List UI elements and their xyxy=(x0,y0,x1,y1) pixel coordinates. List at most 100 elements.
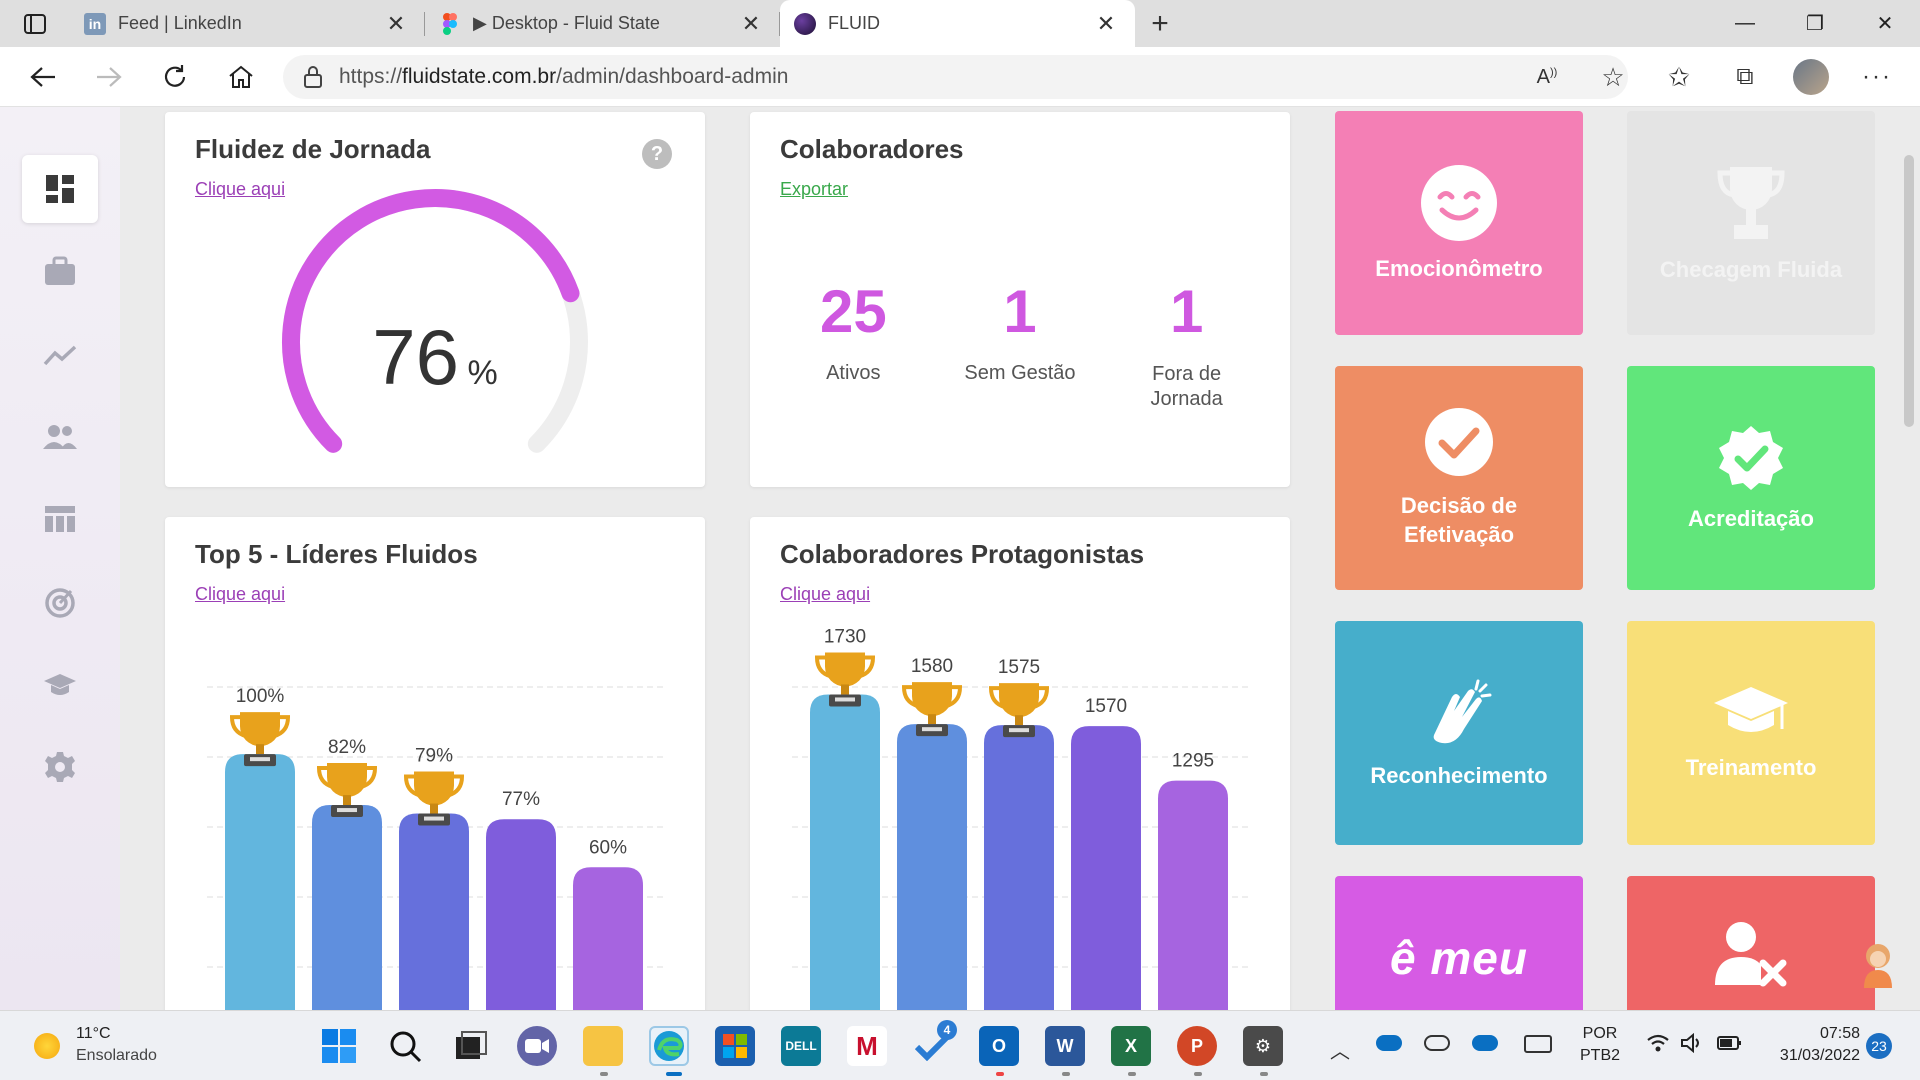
exportar-link[interactable]: Exportar xyxy=(780,179,849,199)
language-indicator[interactable]: POR PTB2 xyxy=(1580,1023,1620,1067)
todo-icon[interactable]: 4 xyxy=(913,1020,957,1066)
dashboard-icon xyxy=(46,175,74,203)
mcafee-icon[interactable]: M xyxy=(847,1026,887,1066)
task-view-button[interactable] xyxy=(451,1026,491,1066)
tile-checagem-fluida[interactable]: Checagem Fluida xyxy=(1627,111,1875,335)
chart-bar[interactable] xyxy=(984,725,1054,1010)
chart-bar[interactable] xyxy=(1071,726,1141,1010)
protagonistas-link[interactable]: Clique aqui xyxy=(780,584,871,604)
new-tab-button[interactable]: + xyxy=(1151,6,1169,40)
onedrive-icon[interactable] xyxy=(1376,1035,1402,1051)
edge-browser-icon[interactable] xyxy=(649,1026,689,1066)
page-scrollbar[interactable] xyxy=(1904,155,1914,427)
sidebar-item-target[interactable] xyxy=(22,569,98,637)
tile-e-meu[interactable]: ê meu xyxy=(1335,876,1583,1010)
collections-button[interactable]: ⧉ xyxy=(1712,47,1778,107)
card-title: Colaboradores Protagonistas xyxy=(780,539,1145,569)
sidebar-item-briefcase[interactable] xyxy=(22,237,98,305)
address-bar[interactable]: https://fluidstate.com.br/admin/dashboar… xyxy=(283,55,1628,99)
bar-value-label: 1575 xyxy=(998,657,1040,678)
running-indicator xyxy=(1062,1072,1070,1076)
tab-figma[interactable]: ▶ Desktop - Fluid State ✕ xyxy=(425,0,780,47)
chart-bar[interactable] xyxy=(399,813,469,1010)
sidebar-item-trend[interactable] xyxy=(22,321,98,389)
avatar xyxy=(1793,59,1829,95)
file-explorer-icon[interactable] xyxy=(583,1026,623,1066)
teams-chat-icon[interactable] xyxy=(517,1026,557,1066)
sidebar-item-dashboard[interactable] xyxy=(22,155,98,223)
clock[interactable]: 07:58 31/03/2022 xyxy=(1760,1023,1860,1067)
tile-emocionometro[interactable]: Emocionômetro xyxy=(1335,111,1583,335)
forward-button[interactable] xyxy=(76,47,142,107)
battery-icon[interactable] xyxy=(1716,1033,1742,1058)
add-favorite-button[interactable]: ☆ xyxy=(1580,47,1646,107)
reload-button[interactable] xyxy=(142,47,208,107)
tab-actions-button[interactable] xyxy=(0,0,70,47)
sidebar-item-settings[interactable] xyxy=(22,733,98,801)
tab-title: ▶ Desktop - Fluid State xyxy=(473,13,660,33)
excel-icon[interactable]: X xyxy=(1111,1026,1151,1066)
chart-bar[interactable] xyxy=(810,694,880,1010)
onedrive-personal-icon[interactable] xyxy=(1424,1035,1450,1051)
stats-row: 25 Ativos 1 Sem Gestão 1 Fora de Jornada xyxy=(750,277,1290,412)
notification-badge[interactable]: 23 xyxy=(1866,1033,1892,1059)
chart-bar[interactable] xyxy=(573,867,643,1010)
stat-ativos[interactable]: 25 Ativos xyxy=(778,277,928,412)
volume-icon[interactable] xyxy=(1680,1032,1704,1058)
check-circle-icon xyxy=(1425,408,1493,476)
dell-icon[interactable]: DELL xyxy=(781,1026,821,1066)
close-window-button[interactable]: ✕ xyxy=(1876,13,1894,35)
protagonistas-card: Colaboradores Protagonistas Clique aqui … xyxy=(750,517,1290,1010)
weather-widget[interactable]: 11°C Ensolarado xyxy=(76,1023,157,1067)
tab-linkedin[interactable]: in Feed | LinkedIn ✕ xyxy=(70,0,425,47)
store-icon[interactable] xyxy=(715,1026,755,1066)
close-tab-icon[interactable]: ✕ xyxy=(1096,10,1116,36)
sidebar-item-training[interactable] xyxy=(22,651,98,719)
outlook-icon[interactable]: O xyxy=(979,1026,1019,1066)
settings-menu-button[interactable]: ··· xyxy=(1844,47,1910,107)
tile-acreditacao[interactable]: Acreditação xyxy=(1627,366,1875,590)
search-button[interactable] xyxy=(385,1026,425,1066)
wifi-icon[interactable] xyxy=(1646,1033,1670,1059)
read-aloud-button[interactable]: A)) xyxy=(1514,47,1580,107)
minimize-button[interactable]: — xyxy=(1735,12,1755,34)
close-tab-icon[interactable]: ✕ xyxy=(386,10,406,36)
stat-label: Fora de Jornada xyxy=(1112,362,1262,412)
table-icon xyxy=(45,506,75,532)
word-icon[interactable]: W xyxy=(1045,1026,1085,1066)
fluidez-link[interactable]: Clique aqui xyxy=(195,179,286,199)
tile-decisao-efetivacao[interactable]: Decisão de Efetivação xyxy=(1335,366,1583,590)
back-button[interactable] xyxy=(10,47,76,107)
start-button[interactable] xyxy=(319,1026,359,1066)
favorites-button[interactable]: ✩ xyxy=(1646,47,1712,107)
restore-button[interactable]: ❐ xyxy=(1806,13,1824,35)
chart-bar[interactable] xyxy=(897,724,967,1010)
help-icon[interactable]: ? xyxy=(642,139,672,169)
tab-actions-icon xyxy=(24,13,46,34)
chart-bar[interactable] xyxy=(225,754,295,1010)
close-tab-icon[interactable]: ✕ xyxy=(741,10,761,36)
keyboard-icon[interactable] xyxy=(1524,1035,1552,1053)
stat-sem-gestao[interactable]: 1 Sem Gestão xyxy=(945,277,1095,412)
powerpoint-icon[interactable]: P xyxy=(1177,1026,1217,1066)
tile-reconhecimento[interactable]: Reconhecimento xyxy=(1335,621,1583,845)
top5-link[interactable]: Clique aqui xyxy=(195,584,286,604)
sidebar-item-users[interactable] xyxy=(22,403,98,471)
sidebar-item-table[interactable] xyxy=(22,485,98,553)
graduation-icon xyxy=(44,674,76,695)
chart-bar[interactable] xyxy=(1158,780,1228,1010)
tab-fluid[interactable]: FLUID ✕ xyxy=(780,0,1135,47)
onedrive-business-icon[interactable] xyxy=(1472,1035,1498,1051)
task-view-icon xyxy=(456,1031,487,1059)
assistant-avatar[interactable] xyxy=(1860,942,1896,988)
tile-treinamento[interactable]: Treinamento xyxy=(1627,621,1875,845)
chart-bar[interactable] xyxy=(312,805,382,1010)
tile-desligamento[interactable] xyxy=(1627,876,1875,1010)
home-button[interactable] xyxy=(208,47,274,107)
profile-button[interactable] xyxy=(1778,47,1844,107)
stat-fora-de-jornada[interactable]: 1 Fora de Jornada xyxy=(1112,277,1262,412)
todo-badge: 4 xyxy=(937,1020,957,1040)
chart-bar[interactable] xyxy=(486,819,556,1010)
utility-icon[interactable]: ⚙ xyxy=(1243,1026,1283,1066)
show-hidden-icons-button[interactable]: ︿ xyxy=(1330,1041,1350,1063)
